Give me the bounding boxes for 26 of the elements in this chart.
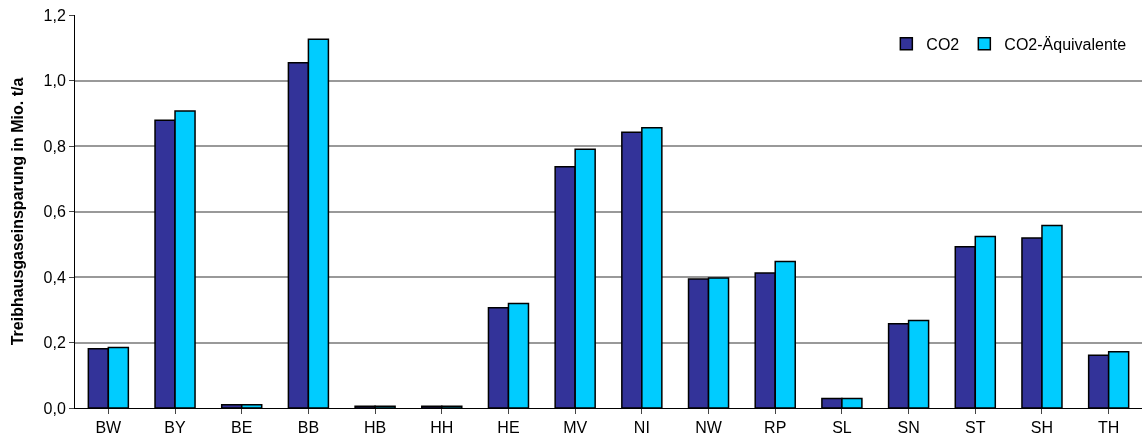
x-tick-label: SN bbox=[897, 419, 920, 437]
legend-label: CO2 bbox=[926, 35, 960, 53]
y-tick-label: 0,0 bbox=[43, 399, 66, 417]
x-tick-label: SH bbox=[1030, 419, 1054, 437]
x-tick-label: RP bbox=[764, 419, 787, 437]
y-axis-title: Treibhausgaseinsparung in Mio. t/a bbox=[9, 77, 27, 346]
x-tick-label: BY bbox=[164, 419, 187, 437]
x-tick-label: HE bbox=[497, 419, 520, 437]
y-tick-label: 0,2 bbox=[43, 334, 66, 352]
x-tick-label: ST bbox=[965, 419, 986, 437]
x-tick-label: BB bbox=[297, 419, 320, 437]
y-tick-label: 0,4 bbox=[43, 268, 66, 286]
x-tick-label: HB bbox=[363, 419, 387, 437]
x-tick-label: MV bbox=[563, 419, 588, 437]
y-tick-label: 0,6 bbox=[43, 203, 66, 221]
y-tick-label: 0,8 bbox=[43, 137, 66, 155]
x-tick-label: HH bbox=[430, 419, 454, 437]
x-tick-label: SL bbox=[832, 419, 852, 437]
x-tick-label: NI bbox=[633, 419, 650, 437]
x-tick-label: TH bbox=[1098, 419, 1120, 437]
x-tick-label: NW bbox=[695, 419, 723, 437]
legend-label: CO2-Äquivalente bbox=[1004, 35, 1127, 53]
x-tick-label: BW bbox=[95, 419, 123, 437]
x-tick-label: BE bbox=[231, 419, 253, 437]
y-tick-label: 1,0 bbox=[43, 72, 66, 90]
y-tick-label: 1,2 bbox=[43, 6, 66, 24]
